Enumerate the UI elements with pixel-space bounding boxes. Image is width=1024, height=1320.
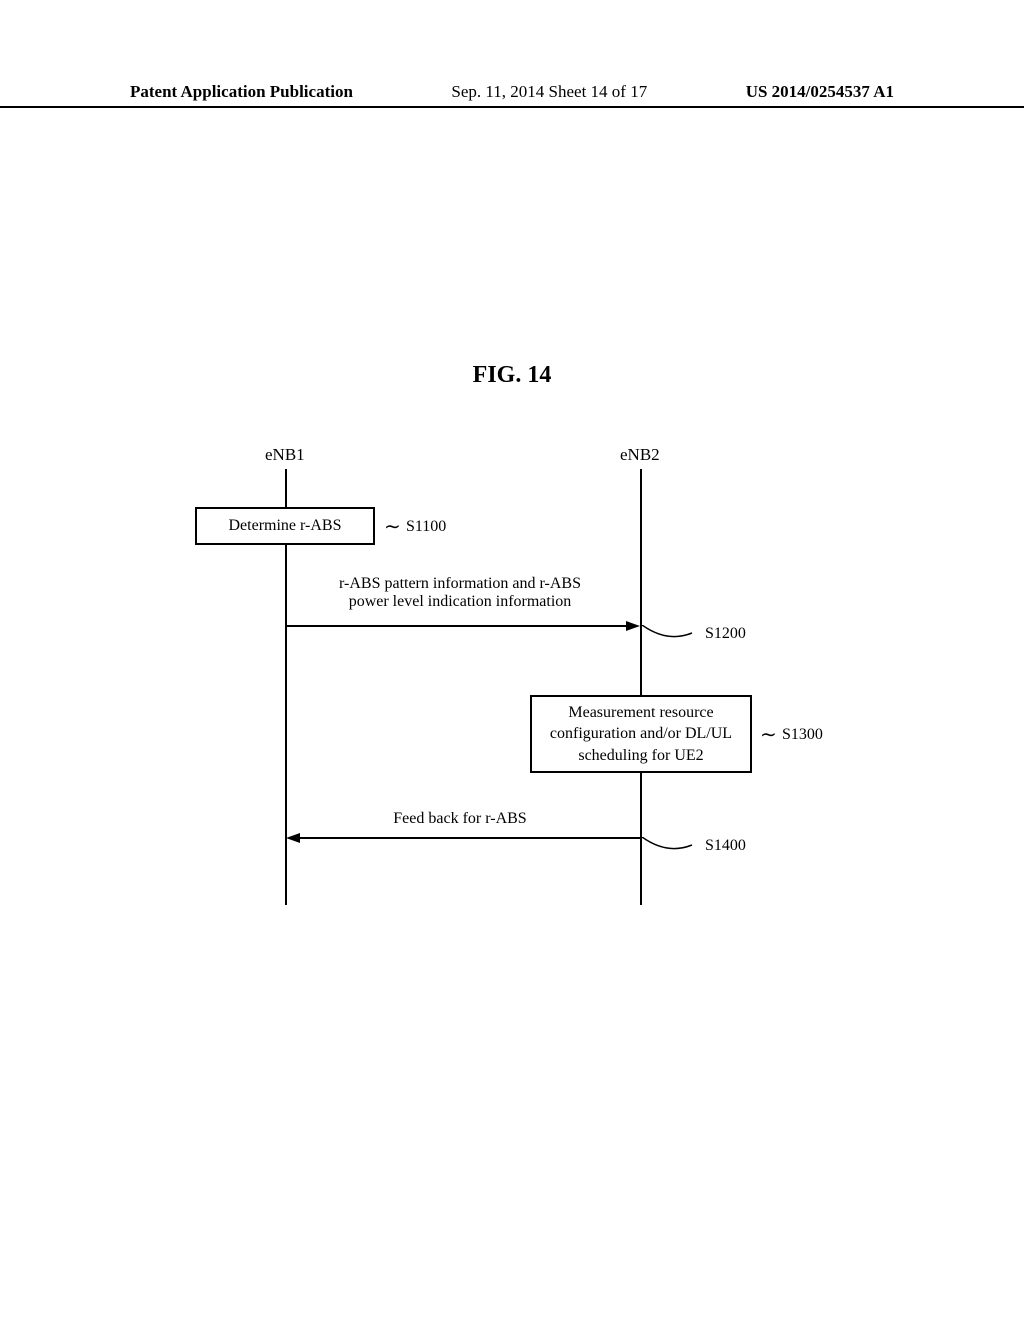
step-1-text: Determine r-ABS [229,517,342,535]
msg-1-label: S1200 [705,625,746,643]
msg-1-line1: r-ABS pattern information and r-ABS [300,575,620,593]
tilde-icon-2: ∼ [760,725,777,745]
header-right: US 2014/0254537 A1 [746,82,894,102]
tilde-icon: ∼ [384,517,401,537]
curve-2-icon [642,837,702,857]
step-2-line2: configuration and/or DL/UL [550,723,732,745]
step-2-label: S1300 [782,726,823,744]
lifeline-1-seg-b [285,545,287,905]
header-row: Patent Application Publication Sep. 11, … [0,82,1024,102]
msg-1-text: r-ABS pattern information and r-ABS powe… [300,575,620,611]
arrow-1-head-icon [626,621,640,631]
msg-2-label: S1400 [705,837,746,855]
figure-title: FIG. 14 [0,362,1024,389]
header-center: Sep. 11, 2014 Sheet 14 of 17 [451,82,647,102]
step-1-box: Determine r-ABS [195,507,375,545]
step-1-label: S1100 [406,518,446,536]
curve-1-icon [642,625,702,645]
sequence-diagram: eNB1 eNB2 Determine r-ABS ∼ S1100 r-ABS … [210,445,790,915]
arrow-2-head-icon [286,833,300,843]
step-2-line3: scheduling for UE2 [578,745,703,767]
step-2-box: Measurement resource configuration and/o… [530,695,752,773]
step-2-line1: Measurement resource [568,702,713,724]
lifeline-1-seg-a [285,469,287,507]
lifeline-2-label: eNB2 [620,445,660,465]
arrow-2-line [300,837,640,839]
arrow-1-line [287,625,629,627]
lifeline-2-seg-a [640,469,642,695]
msg-1-line2: power level indication information [300,593,620,611]
msg-2-text: Feed back for r-ABS [360,810,560,828]
page-header: Patent Application Publication Sep. 11, … [0,82,1024,108]
lifeline-1-label: eNB1 [265,445,305,465]
header-left: Patent Application Publication [130,82,353,102]
